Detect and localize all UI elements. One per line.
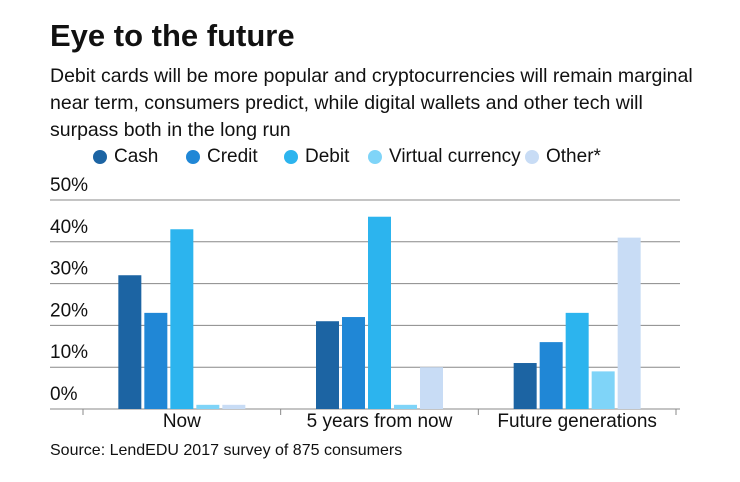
legend-label: Other* [546,146,602,167]
bar [513,363,537,409]
bar [368,216,391,409]
bar [591,371,615,409]
y-tick-label: 50% [50,175,88,196]
bar [118,275,142,409]
x-tick-label: Now [163,411,201,432]
bar [617,237,641,409]
bar [316,321,339,409]
bar [394,404,417,409]
bar [170,229,194,409]
legend-label: Cash [114,146,158,167]
y-tick-label: 0% [50,384,78,405]
legend-marker [186,150,200,164]
legend-marker [525,150,539,164]
bar [196,404,220,409]
bar [144,312,168,409]
source-note: Source: LendEDU 2017 survey of 875 consu… [50,442,402,459]
legend-label: Credit [207,146,258,167]
legend-label: Debit [305,146,350,167]
chart-subtitle: Debit cards will be more popular and cry… [50,65,693,141]
y-tick-label: 20% [50,300,88,321]
bar [565,312,589,409]
legend-marker [93,150,107,164]
legend-label: Virtual currency [389,146,521,167]
bar [222,404,246,409]
legend-marker [284,150,298,164]
y-tick-label: 10% [50,342,88,363]
y-tick-label: 40% [50,217,88,238]
bar [420,367,443,409]
y-tick-label: 30% [50,259,88,280]
bar [539,342,563,409]
bar [342,317,365,409]
x-tick-label: Future generations [497,411,657,432]
x-tick-label: 5 years from now [307,411,453,432]
chart-title: Eye to the future [50,18,295,53]
legend-marker [368,150,382,164]
